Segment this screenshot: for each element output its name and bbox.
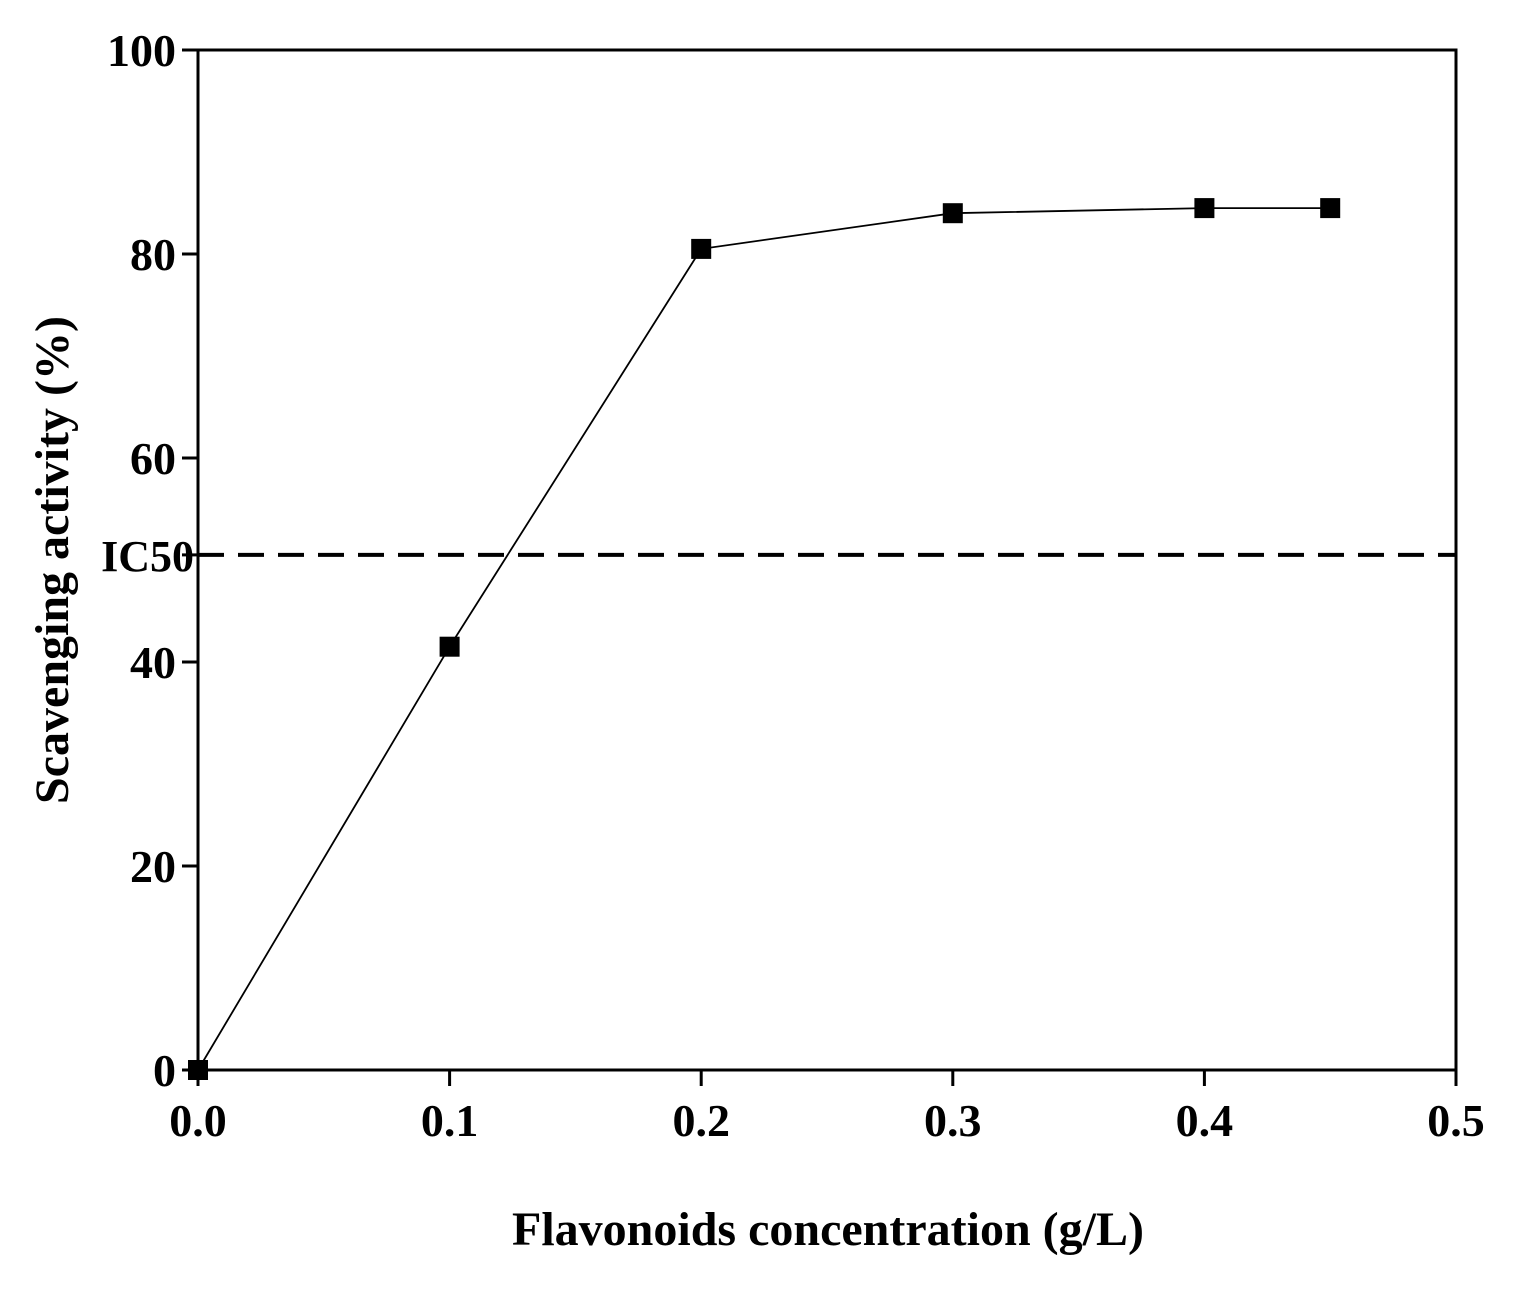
y-tick-label: 40: [130, 637, 176, 688]
series-line: [197, 207, 1331, 1071]
data-point: [1320, 198, 1341, 219]
plot-frame: [196, 48, 1458, 1072]
x-tick-label: 0.2: [672, 1095, 730, 1146]
series-layer: [188, 198, 1341, 1080]
y-tick-label: 20: [130, 841, 176, 892]
y-tick-label: 80: [130, 229, 176, 280]
y-axis-title: Scavenging activity (%): [26, 316, 79, 804]
y-tick-label: 60: [130, 433, 176, 484]
plot-border: [196, 48, 1458, 1072]
x-tick-label: 0.5: [1427, 1095, 1485, 1146]
x-tick-label: 0.3: [924, 1095, 982, 1146]
y-tick-label: 0: [153, 1045, 176, 1096]
x-axis-title: Flavonoids concentration (g/L): [512, 1203, 1144, 1256]
data-point: [942, 203, 963, 224]
x-tick-label: 0.4: [1176, 1095, 1234, 1146]
y-tick-label: 100: [107, 25, 176, 76]
data-point: [691, 238, 712, 259]
data-point: [1194, 198, 1215, 219]
x-tick-label: 0.1: [421, 1095, 479, 1146]
ic50-label: IC50: [101, 532, 194, 581]
reference-lines: IC50: [101, 532, 1456, 581]
x-tick-label: 0.0: [169, 1095, 227, 1146]
x-axis-ticks: 0.0 0.1 0.2 0.3 0.4 0.5: [169, 1070, 1485, 1146]
data-point: [439, 636, 460, 657]
y-axis-ticks: 0 20 40 60 80 100: [107, 25, 198, 1096]
